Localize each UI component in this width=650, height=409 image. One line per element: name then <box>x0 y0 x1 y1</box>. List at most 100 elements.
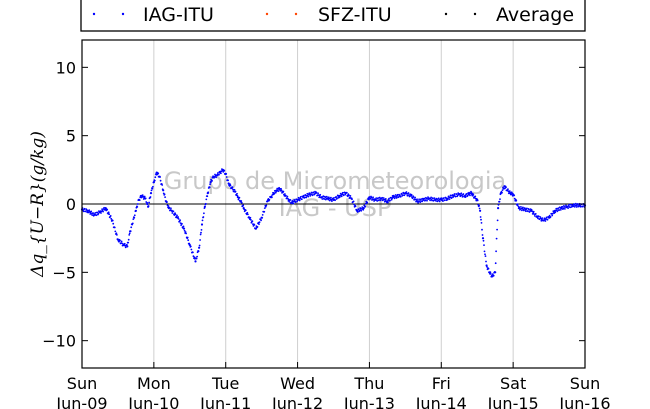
data-point <box>345 191 348 194</box>
data-point <box>411 197 414 200</box>
data-point <box>489 271 492 274</box>
data-point <box>567 207 569 210</box>
data-point <box>161 184 164 186</box>
data-point <box>499 198 501 201</box>
data-point <box>86 209 89 212</box>
data-point <box>149 192 153 195</box>
watermark-line: Grupo de Micrometeorologia <box>164 167 506 195</box>
y-tick-label: 0 <box>66 195 76 214</box>
data-point <box>555 207 558 210</box>
data-point <box>84 210 87 213</box>
data-point <box>131 222 134 225</box>
data-point <box>376 200 379 202</box>
data-point <box>116 238 119 241</box>
data-point <box>101 208 103 211</box>
data-point <box>124 246 127 249</box>
data-point <box>246 211 249 214</box>
x-tick-date: Jun-10 <box>127 394 179 409</box>
data-point <box>284 193 286 195</box>
data-point <box>507 188 509 191</box>
data-point <box>394 194 397 196</box>
data-point <box>528 208 530 211</box>
data-point <box>387 201 389 204</box>
data-point <box>426 199 428 202</box>
data-point <box>149 196 152 198</box>
x-tick-day: Sun <box>67 374 97 393</box>
data-point <box>318 196 321 199</box>
data-point <box>186 236 189 239</box>
data-point <box>159 176 162 178</box>
data-point <box>261 214 264 216</box>
data-point <box>497 207 500 210</box>
data-point <box>89 213 92 215</box>
data-point <box>204 202 207 205</box>
data-point <box>200 223 204 226</box>
data-point <box>111 219 114 222</box>
data-point <box>324 196 327 199</box>
data-point <box>556 210 559 213</box>
data-point <box>531 210 534 213</box>
data-point <box>126 245 129 248</box>
data-point <box>559 209 562 211</box>
data-point <box>431 199 433 202</box>
data-point <box>151 187 154 190</box>
watermark-line: IAG - USP <box>279 194 392 222</box>
data-point <box>582 205 584 208</box>
data-point <box>196 255 199 258</box>
data-point <box>97 212 100 215</box>
data-point <box>268 198 271 201</box>
data-point <box>551 212 554 215</box>
data-point <box>444 199 446 202</box>
data-point <box>162 189 165 192</box>
data-point <box>558 209 561 211</box>
data-point <box>420 198 423 200</box>
legend-marker-0a <box>92 12 96 16</box>
data-point <box>225 176 228 178</box>
data-point <box>561 205 564 208</box>
data-point <box>494 271 497 274</box>
data-point <box>83 207 86 210</box>
data-point <box>533 215 536 217</box>
data-point <box>410 193 413 196</box>
data-point <box>303 196 306 199</box>
data-point <box>460 192 463 195</box>
data-point <box>292 202 295 205</box>
data-point <box>103 206 105 209</box>
data-point <box>250 219 252 221</box>
data-point <box>258 221 261 224</box>
data-point <box>172 210 175 213</box>
data-point <box>491 273 494 276</box>
data-point <box>234 190 237 193</box>
data-point <box>271 196 273 199</box>
data-point <box>482 239 485 242</box>
data-point <box>579 205 582 208</box>
data-point <box>450 197 453 200</box>
data-point <box>152 185 154 188</box>
x-tick-date: Jun-14 <box>415 394 467 409</box>
data-point <box>198 244 201 247</box>
data-point <box>454 195 457 198</box>
data-point <box>307 195 310 198</box>
data-point <box>182 227 186 230</box>
data-point <box>277 190 280 193</box>
data-point <box>168 206 171 209</box>
data-point <box>231 186 234 189</box>
data-point <box>183 229 186 232</box>
data-point <box>116 234 118 236</box>
data-point <box>136 203 139 205</box>
data-point <box>495 250 497 253</box>
data-point <box>576 203 579 205</box>
data-point <box>282 190 285 193</box>
data-point <box>480 218 482 221</box>
data-point <box>323 198 326 200</box>
data-point <box>438 200 441 203</box>
data-point <box>300 198 303 201</box>
data-point <box>107 211 110 214</box>
data-point <box>481 237 485 240</box>
data-point <box>521 209 523 212</box>
data-point <box>549 216 552 218</box>
data-point <box>202 216 205 218</box>
data-point <box>485 260 487 263</box>
legend: IAG-ITU SFZ-ITU Average <box>80 0 586 32</box>
data-point <box>190 248 193 251</box>
